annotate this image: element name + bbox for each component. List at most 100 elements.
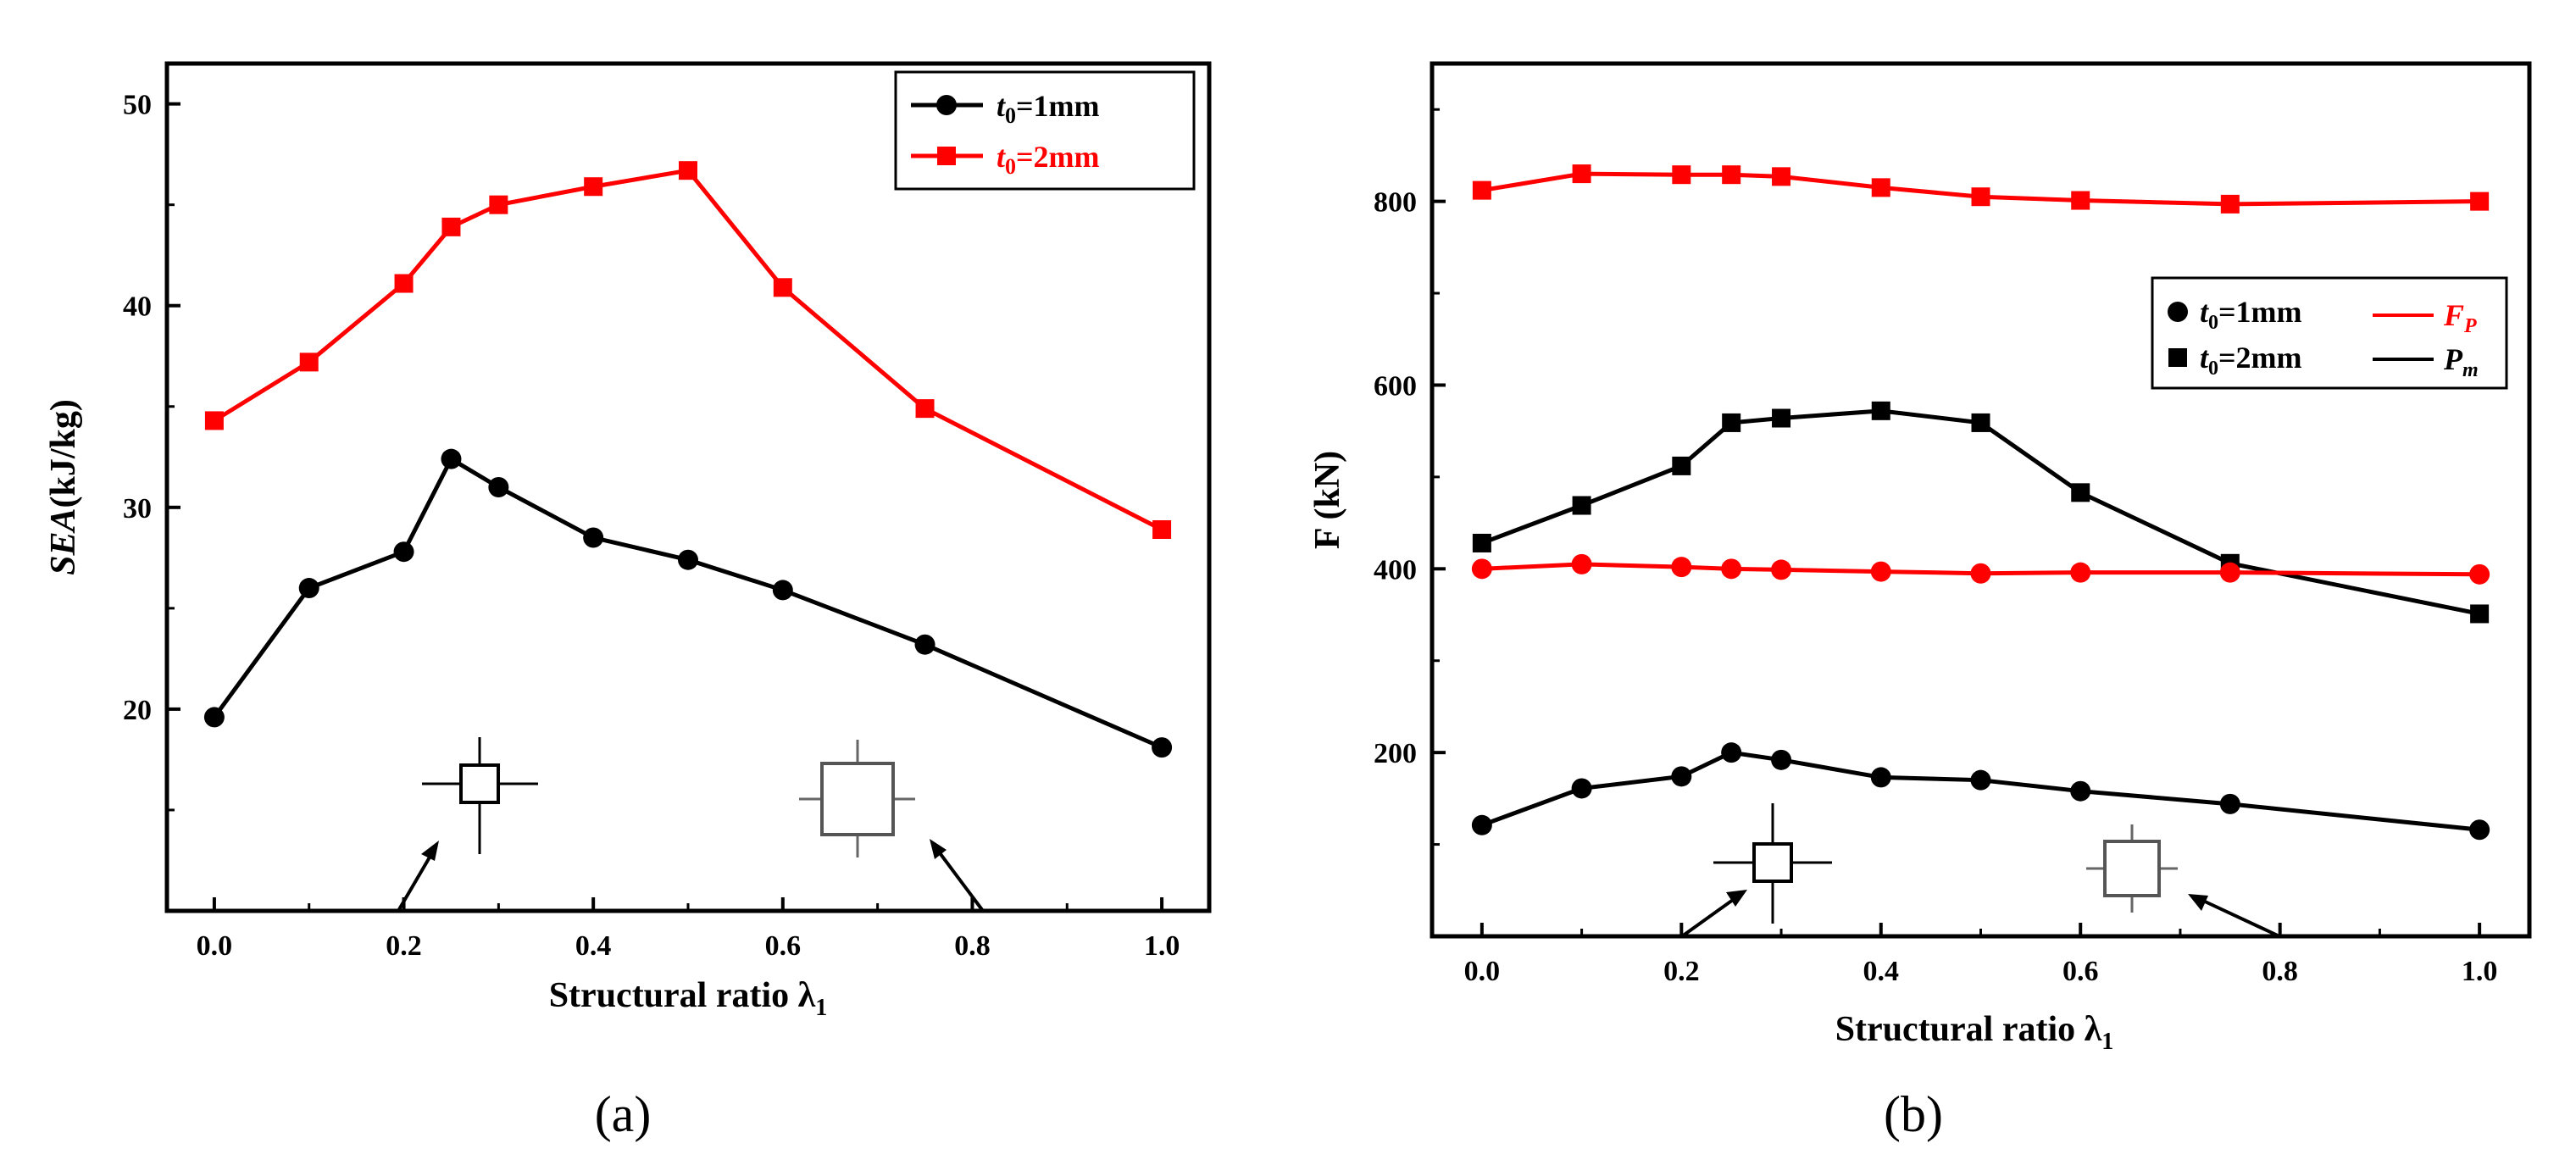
b-data-point: [2470, 604, 2490, 624]
a-data-point: [441, 448, 462, 469]
a-data-point: [1152, 520, 1172, 539]
b-data-point: [1870, 561, 1891, 582]
panel-b-left-pointer-arrow: [1680, 890, 1747, 938]
b-x-tick-label: 0.6: [2062, 956, 2099, 987]
panel-a-x-axis-title: Structural ratio λ1: [549, 976, 828, 1021]
a-x-tick-label: 0.0: [197, 930, 233, 962]
b-data-point: [2071, 483, 2090, 502]
a-data-point: [203, 707, 225, 728]
panel-a-right-pointer-arrow: [930, 839, 985, 913]
b-x-tick-label: 0.8: [2262, 956, 2298, 987]
svg-text:FP: FP: [2443, 298, 2477, 337]
a-series-1: [204, 161, 1172, 539]
b-x-tick-label: 0.4: [1863, 956, 1900, 987]
b-y-tick-label: 800: [1374, 187, 1417, 219]
b-series-line: [1481, 562, 2480, 577]
b-data-point: [1572, 164, 1591, 184]
b-data-point: [2070, 780, 2091, 802]
panel-a-y-axis-title: SEA(kJ/kg): [44, 399, 83, 575]
a-data-point: [488, 477, 509, 497]
panel-b-legend-item-pm: Pm: [2373, 342, 2479, 381]
b-data-point: [1870, 767, 1891, 788]
b-series-line: [1481, 171, 2480, 207]
panel-b-ticks: [1432, 108, 2482, 936]
b-data-point: [1471, 558, 1492, 580]
a-y-tick-label: 20: [123, 695, 152, 726]
b-data-point: [2219, 562, 2240, 583]
panel-a-label: (a): [595, 1086, 652, 1142]
legend-square-marker: [2168, 348, 2187, 367]
b-data-point: [2469, 819, 2490, 841]
b-data-point: [2219, 793, 2240, 814]
a-y-tick-label: 30: [123, 493, 152, 524]
a-x-tick-label: 0.4: [575, 930, 612, 962]
a-data-point: [584, 177, 603, 197]
b-data-point: [1871, 178, 1890, 197]
b-data-point: [2469, 563, 2490, 585]
b-data-point: [1472, 533, 1491, 552]
a-x-tick-label: 1.0: [1144, 930, 1180, 962]
b-data-point: [1871, 401, 1890, 420]
b-data-point: [1671, 766, 1692, 787]
b-data-point: [1970, 563, 1991, 584]
b-data-point: [1571, 553, 1592, 574]
svg-text:t0=1mm: t0=1mm: [997, 89, 1100, 128]
panel-b-label: (b): [1884, 1086, 1943, 1142]
panel-b-legend: t0=1mm t0=2mm FP Pm: [2151, 276, 2508, 390]
panel-b-series: [1471, 164, 2490, 841]
panel-b-legend-box: [2151, 276, 2508, 390]
legend-circle-marker: [936, 95, 957, 115]
a-data-point: [204, 411, 224, 430]
a-data-point: [678, 549, 698, 570]
b-series-2: [1471, 553, 2490, 585]
a-series-line: [213, 168, 1163, 532]
panel-b-y-axis-title: F (kN): [1308, 451, 1347, 549]
b-data-point: [1672, 165, 1691, 185]
a-x-tick-label: 0.6: [765, 930, 802, 962]
b-data-point: [1572, 496, 1591, 515]
a-data-point: [298, 578, 319, 599]
a-data-point: [441, 217, 461, 236]
svg-text:t0=1mm: t0=1mm: [2200, 295, 2302, 334]
panel-a-large-section-schematic: [799, 740, 915, 857]
panel-a-sea-chart: 0.0 0.2 0.4 0.6 0.8 1.0 20 30 40 50 SEA(kJ/kg) St…: [44, 61, 1212, 1142]
b-data-point: [1721, 742, 1742, 763]
b-y-tick-label: 600: [1374, 370, 1417, 402]
b-data-point: [1772, 167, 1791, 186]
a-series-0: [203, 448, 1173, 758]
panel-b-legend-item-fp: FP: [2373, 298, 2477, 337]
b-data-point: [1571, 778, 1592, 799]
a-series-line: [212, 456, 1163, 750]
b-data-point: [1771, 749, 1792, 770]
legend-circle-marker: [2168, 302, 2188, 322]
b-y-tick-label: 400: [1374, 554, 1417, 586]
svg-text:t0=2mm: t0=2mm: [2200, 341, 2302, 380]
panel-b-legend-item-2mm: t0=2mm: [2168, 341, 2302, 380]
b-data-point: [1971, 413, 1990, 432]
panel-a-series: [203, 161, 1173, 758]
a-data-point: [914, 634, 935, 655]
panel-a-legend: t0=1mm t0=2mm: [894, 70, 1196, 191]
panel-a-small-section-schematic: [422, 737, 538, 854]
panel-b-force-chart: 0.0 0.2 0.4 0.6 0.8 1.0 200 400 600 800 F (kN) St…: [1308, 61, 2532, 1142]
a-data-point: [299, 352, 319, 372]
a-data-point: [583, 527, 604, 548]
svg-text:t0=2mm: t0=2mm: [997, 140, 1100, 179]
svg-text:Pm: Pm: [2443, 342, 2479, 381]
b-series-1: [1472, 401, 2490, 624]
b-series-3: [1471, 742, 2490, 841]
a-data-point: [489, 195, 508, 214]
panel-a-legend-item-2mm: t0=2mm: [911, 140, 1100, 179]
a-data-point: [393, 541, 414, 563]
b-data-point: [2220, 194, 2240, 214]
panel-b-right-pointer-arrow: [2188, 894, 2280, 938]
b-x-tick-label: 0.0: [1464, 956, 1501, 987]
b-data-point: [1772, 408, 1791, 428]
b-data-point: [1771, 559, 1792, 580]
b-series-line: [1480, 408, 2480, 616]
panel-b-x-axis-title: Structural ratio λ1: [1835, 1010, 2114, 1055]
legend-square-marker: [937, 147, 956, 165]
b-data-point: [1721, 558, 1742, 580]
panel-b-legend-item-1mm: t0=1mm: [2168, 295, 2302, 334]
